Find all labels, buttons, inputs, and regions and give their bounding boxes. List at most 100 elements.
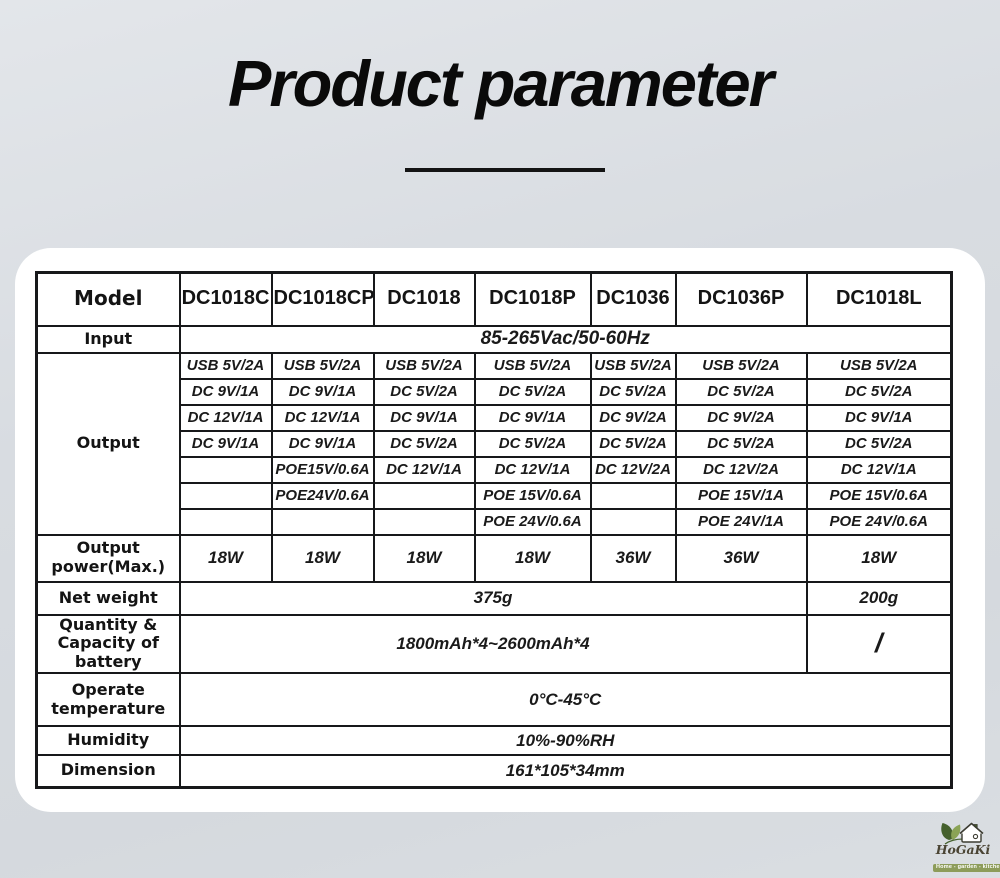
power-value-cell: 36W — [589, 533, 677, 583]
output-value-cell — [589, 481, 677, 510]
output-value-cell: POE 24V/1A — [674, 507, 808, 536]
output-value-cell: DC 9V/1A — [372, 403, 476, 432]
output-value-cell: POE15V/0.6A — [270, 455, 375, 484]
output-value-cell: DC 5V/2A — [674, 429, 808, 458]
net-weight-main-cell: 375g — [178, 580, 808, 616]
operate-temperature-cell: 0°C-45°C — [178, 672, 953, 728]
product-parameter-table: Model DC1018C DC1018CP DC1018 DC1018P DC… — [35, 271, 953, 789]
output-value-cell — [270, 507, 375, 536]
output-value-cell: DC 5V/2A — [589, 429, 677, 458]
table-row-output: POE 24V/0.6A POE 24V/1A POE 24V/0.6A — [37, 507, 953, 536]
power-value-cell: 18W — [372, 533, 476, 583]
output-value-cell: DC 9V/1A — [270, 377, 375, 406]
table-row-header: Model DC1018C DC1018CP DC1018 DC1018P DC… — [35, 271, 953, 327]
brand-logo: HoGaKi Home - garden - kitchen — [933, 820, 1000, 872]
output-value-cell: DC 9V/2A — [674, 403, 808, 432]
output-value-cell: DC 12V/1A — [372, 455, 476, 484]
output-value-cell: DC 9V/1A — [178, 377, 273, 406]
model-name-cell: DC1018P — [473, 271, 592, 327]
output-value-cell — [372, 481, 476, 510]
page-title: Product parameter — [228, 47, 774, 120]
output-value-cell: DC 12V/2A — [674, 455, 808, 484]
output-value-cell: POE 15V/0.6A — [805, 481, 953, 510]
output-value-cell: DC 5V/2A — [805, 377, 953, 406]
output-value-cell: DC 9V/1A — [270, 429, 375, 458]
table-row-output: DC 12V/1A DC 12V/1A DC 9V/1A DC 9V/1A DC… — [37, 403, 953, 432]
output-value-cell: DC 5V/2A — [805, 429, 953, 458]
power-value-cell: 18W — [270, 533, 375, 583]
row-label-dimension: Dimension — [35, 754, 181, 789]
model-name-cell: DC1036 — [589, 271, 677, 327]
model-name-cell: DC1036P — [674, 271, 808, 327]
table-row-output-power: Output power(Max.) 18W 18W 18W 18W 36W 3… — [35, 533, 953, 583]
row-label-output: Output — [35, 351, 181, 536]
table-row-output: POE15V/0.6A DC 12V/1A DC 12V/1A DC 12V/2… — [37, 455, 953, 484]
brand-name: HoGaKi — [935, 841, 991, 857]
table-row-output: DC 9V/1A DC 9V/1A DC 5V/2A DC 5V/2A DC 5… — [37, 429, 953, 458]
output-value-cell: DC 9V/1A — [178, 429, 273, 458]
output-value-cell: DC 5V/2A — [473, 377, 592, 406]
row-label-battery: Quantity & Capacity of battery — [35, 613, 181, 675]
table-row-output: DC 9V/1A DC 9V/1A DC 5V/2A DC 5V/2A DC 5… — [37, 377, 953, 406]
dimension-cell: 161*105*34mm — [178, 754, 953, 789]
output-value-cell: DC 9V/2A — [589, 403, 677, 432]
leaf-house-icon — [941, 822, 984, 845]
output-value-cell: DC 5V/2A — [372, 429, 476, 458]
table-row-dimension: Dimension 161*105*34mm — [35, 754, 953, 789]
table-row-input: Input 85-265Vac/50-60Hz — [35, 324, 953, 354]
output-value-cell: DC 12V/1A — [473, 455, 592, 484]
output-value-cell: POE24V/0.6A — [270, 481, 375, 510]
model-name-cell: DC1018 — [372, 271, 476, 327]
output-value-cell: USB 5V/2A — [372, 351, 476, 380]
table-row-output: POE24V/0.6A POE 15V/0.6A POE 15V/1A POE … — [37, 481, 953, 510]
spec-card: Model DC1018C DC1018CP DC1018 DC1018P DC… — [15, 248, 985, 812]
output-value-cell: USB 5V/2A — [805, 351, 953, 380]
output-value-cell: USB 5V/2A — [674, 351, 808, 380]
table-row-battery: Quantity & Capacity of battery 1800mAh*4… — [35, 613, 953, 675]
output-value-cell: USB 5V/2A — [589, 351, 677, 380]
output-value-cell: DC 12V/1A — [178, 403, 273, 432]
output-value-cell — [589, 507, 677, 536]
table-row-humidity: Humidity 10%-90%RH — [35, 725, 953, 757]
output-value-cell: DC 5V/2A — [473, 429, 592, 458]
table-row-net-weight: Net weight 375g 200g — [35, 580, 953, 616]
model-name-cell: DC1018C — [178, 271, 273, 327]
power-value-cell: 36W — [674, 533, 808, 583]
output-value-cell: DC 5V/2A — [372, 377, 476, 406]
input-value-cell: 85-265Vac/50-60Hz — [178, 324, 953, 354]
row-label-humidity: Humidity — [35, 725, 181, 757]
output-value-cell: DC 5V/2A — [589, 377, 677, 406]
output-value-cell: DC 12V/2A — [589, 455, 677, 484]
output-value-cell: DC 9V/1A — [473, 403, 592, 432]
table-row-output: Output USB 5V/2A USB 5V/2A USB 5V/2A USB… — [35, 351, 953, 536]
output-value-cell: DC 12V/1A — [270, 403, 375, 432]
model-name-cell: DC1018L — [805, 271, 953, 327]
power-value-cell: 18W — [178, 533, 273, 583]
output-value-cell: POE 15V/0.6A — [473, 481, 592, 510]
power-value-cell: 18W — [473, 533, 592, 583]
model-name-cell: DC1018CP — [270, 271, 375, 327]
output-value-cell — [178, 455, 273, 484]
table-row-operate-temperature: Operate temperature 0°C-45°C — [35, 672, 953, 728]
title-underline — [405, 168, 605, 172]
power-value-cell: 18W — [805, 533, 953, 583]
output-value-cell — [178, 507, 273, 536]
output-value-cell: DC 5V/2A — [674, 377, 808, 406]
output-value-cell: USB 5V/2A — [178, 351, 273, 380]
output-value-cell — [178, 481, 273, 510]
row-label-net-weight: Net weight — [35, 580, 181, 616]
row-label-input: Input — [35, 324, 181, 354]
row-label-output-power: Output power(Max.) — [35, 533, 181, 583]
output-value-cell — [372, 507, 476, 536]
row-label-operate-temperature: Operate temperature — [35, 672, 181, 728]
battery-last-cell: / — [805, 613, 953, 675]
brand-tagline: Home - garden - kitchen — [933, 863, 1000, 872]
battery-main-cell: 1800mAh*4~2600mAh*4 — [178, 613, 808, 675]
output-value-cell: POE 24V/0.6A — [805, 507, 953, 536]
model-header-label: Model — [35, 271, 181, 327]
output-value-cell: POE 15V/1A — [674, 481, 808, 510]
output-value-cell: DC 12V/1A — [805, 455, 953, 484]
output-value-cell: USB 5V/2A — [473, 351, 592, 380]
net-weight-last-cell: 200g — [805, 580, 953, 616]
humidity-cell: 10%-90%RH — [178, 725, 953, 757]
